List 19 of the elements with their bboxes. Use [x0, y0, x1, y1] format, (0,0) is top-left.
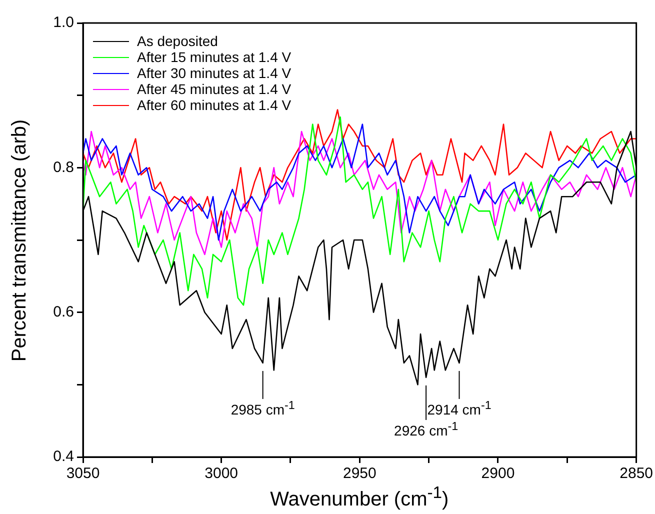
x-tick-label: 2950	[342, 465, 376, 482]
annotation: 2914 cm$^{-1}$	[427, 398, 492, 418]
y-tick-label: 0.8	[53, 158, 74, 176]
x-axis-title: Wavenumber (cm$^{-1}$)	[270, 483, 449, 512]
legend-label: After 45 minutes at 1.4 V	[137, 81, 292, 97]
y-tick-label: 0.4	[53, 448, 74, 466]
y-tick-label: 0.6	[53, 303, 74, 320]
x-tick-label: 2850	[620, 465, 654, 482]
x-tick-label: 2900	[481, 465, 515, 482]
y-axis-title: Percent transmittance (arb)	[8, 118, 32, 362]
x-tick-label: 3000	[204, 465, 238, 482]
legend-label: After 30 minutes at 1.4 V	[137, 65, 292, 81]
legend-label: As deposited	[137, 33, 218, 49]
annotation: 2985 cm$^{-1}$	[230, 398, 295, 418]
annotation: 2926 cm$^{-1}$	[394, 420, 458, 439]
x-tick-label: 3050	[66, 465, 100, 482]
legend-label: After 15 minutes at 1.4 V	[137, 49, 292, 65]
legend-label: After 60 minutes at 1.4 V	[137, 97, 292, 113]
y-tick-label: 1.0	[53, 14, 74, 32]
